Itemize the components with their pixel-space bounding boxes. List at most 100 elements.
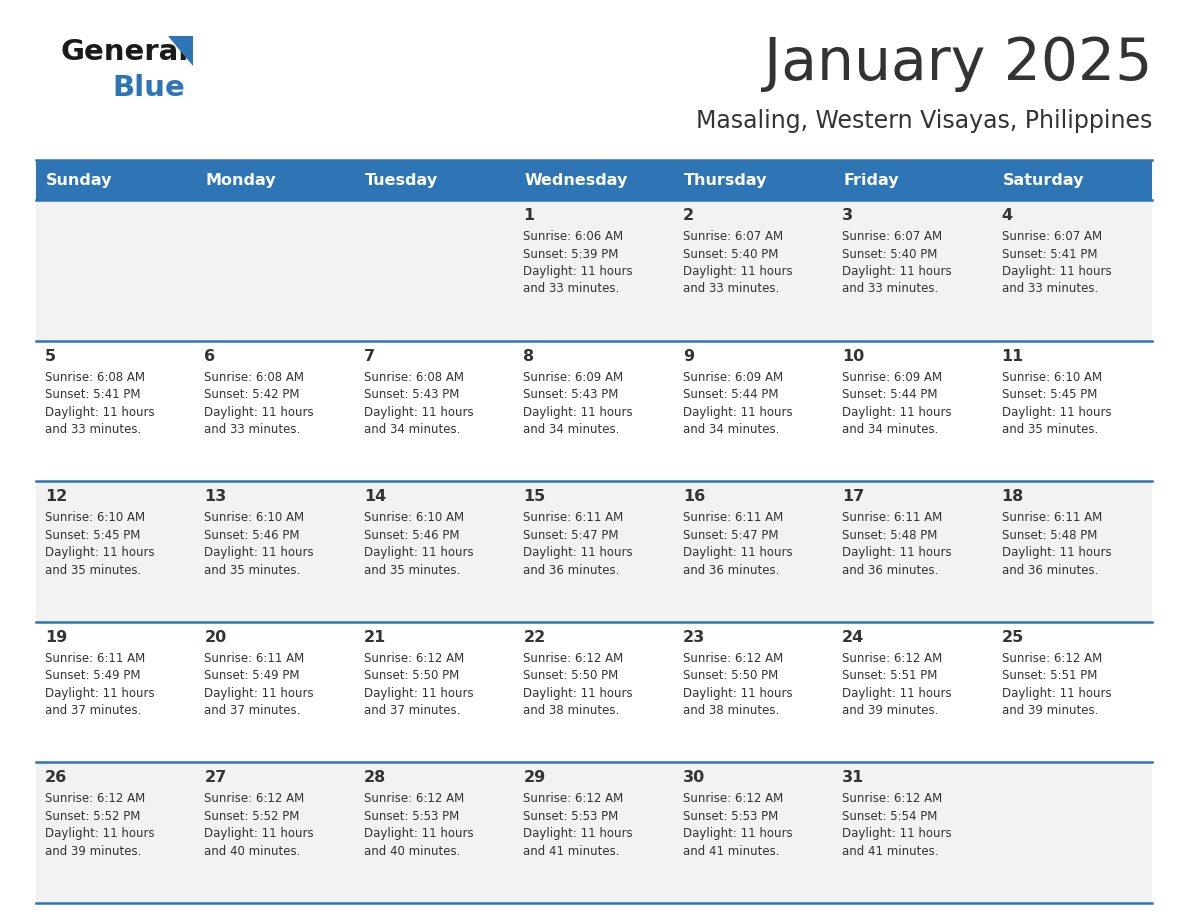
Text: 25: 25 [1001,630,1024,644]
Text: Blue: Blue [112,74,185,102]
Bar [833,160,992,200]
Bar [992,200,1152,341]
Text: Sunrise: 6:12 AM
Sunset: 5:54 PM
Daylight: 11 hours
and 41 minutes.: Sunrise: 6:12 AM Sunset: 5:54 PM Dayligh… [842,792,952,858]
Text: 3: 3 [842,208,853,223]
Text: Sunrise: 6:12 AM
Sunset: 5:53 PM
Daylight: 11 hours
and 40 minutes.: Sunrise: 6:12 AM Sunset: 5:53 PM Dayligh… [364,792,474,858]
Text: 26: 26 [45,770,68,786]
Bar [992,341,1152,481]
Text: 5: 5 [45,349,56,364]
Text: 28: 28 [364,770,386,786]
Text: Saturday: Saturday [1003,173,1085,187]
Bar [196,621,355,763]
Text: Wednesday: Wednesday [524,173,627,187]
Text: 11: 11 [1001,349,1024,364]
Text: Sunrise: 6:08 AM
Sunset: 5:42 PM
Daylight: 11 hours
and 33 minutes.: Sunrise: 6:08 AM Sunset: 5:42 PM Dayligh… [204,371,314,436]
Text: 27: 27 [204,770,227,786]
Polygon shape [168,36,192,66]
Bar [514,621,674,763]
Text: Sunrise: 6:07 AM
Sunset: 5:40 PM
Daylight: 11 hours
and 33 minutes.: Sunrise: 6:07 AM Sunset: 5:40 PM Dayligh… [842,230,952,296]
Text: 18: 18 [1001,489,1024,504]
Text: 22: 22 [523,630,545,644]
Text: Sunrise: 6:06 AM
Sunset: 5:39 PM
Daylight: 11 hours
and 33 minutes.: Sunrise: 6:06 AM Sunset: 5:39 PM Dayligh… [523,230,633,296]
Text: 31: 31 [842,770,865,786]
Bar [674,200,833,341]
Text: Sunrise: 6:12 AM
Sunset: 5:53 PM
Daylight: 11 hours
and 41 minutes.: Sunrise: 6:12 AM Sunset: 5:53 PM Dayligh… [523,792,633,858]
Text: 16: 16 [683,489,704,504]
Text: 29: 29 [523,770,545,786]
Text: 19: 19 [45,630,68,644]
Text: Sunrise: 6:10 AM
Sunset: 5:45 PM
Daylight: 11 hours
and 35 minutes.: Sunrise: 6:10 AM Sunset: 5:45 PM Dayligh… [1001,371,1111,436]
Text: 24: 24 [842,630,865,644]
Text: 9: 9 [683,349,694,364]
Text: Friday: Friday [843,173,899,187]
Text: 13: 13 [204,489,227,504]
Bar [833,200,992,341]
Text: January 2025: January 2025 [764,35,1152,92]
Bar [833,621,992,763]
Text: Sunrise: 6:12 AM
Sunset: 5:51 PM
Daylight: 11 hours
and 39 minutes.: Sunrise: 6:12 AM Sunset: 5:51 PM Dayligh… [842,652,952,717]
Text: Sunrise: 6:11 AM
Sunset: 5:47 PM
Daylight: 11 hours
and 36 minutes.: Sunrise: 6:11 AM Sunset: 5:47 PM Dayligh… [683,511,792,577]
Text: 1: 1 [523,208,535,223]
Text: Sunrise: 6:12 AM
Sunset: 5:50 PM
Daylight: 11 hours
and 38 minutes.: Sunrise: 6:12 AM Sunset: 5:50 PM Dayligh… [523,652,633,717]
Bar [514,200,674,341]
Bar [355,621,514,763]
Text: 4: 4 [1001,208,1012,223]
Bar [355,481,514,621]
Bar [833,763,992,903]
Text: Sunday: Sunday [46,173,113,187]
Bar [196,160,355,200]
Text: Sunrise: 6:10 AM
Sunset: 5:45 PM
Daylight: 11 hours
and 35 minutes.: Sunrise: 6:10 AM Sunset: 5:45 PM Dayligh… [45,511,154,577]
Bar [674,481,833,621]
Bar [36,763,196,903]
Text: 8: 8 [523,349,535,364]
Bar [355,160,514,200]
Text: Monday: Monday [206,173,276,187]
Text: Sunrise: 6:11 AM
Sunset: 5:49 PM
Daylight: 11 hours
and 37 minutes.: Sunrise: 6:11 AM Sunset: 5:49 PM Dayligh… [45,652,154,717]
Bar [674,160,833,200]
Bar [36,621,196,763]
Text: Sunrise: 6:12 AM
Sunset: 5:52 PM
Daylight: 11 hours
and 39 minutes.: Sunrise: 6:12 AM Sunset: 5:52 PM Dayligh… [45,792,154,858]
Text: Sunrise: 6:11 AM
Sunset: 5:47 PM
Daylight: 11 hours
and 36 minutes.: Sunrise: 6:11 AM Sunset: 5:47 PM Dayligh… [523,511,633,577]
Bar [514,160,674,200]
Text: 6: 6 [204,349,215,364]
Text: General: General [61,38,189,66]
Text: Sunrise: 6:11 AM
Sunset: 5:48 PM
Daylight: 11 hours
and 36 minutes.: Sunrise: 6:11 AM Sunset: 5:48 PM Dayligh… [1001,511,1111,577]
Text: 15: 15 [523,489,545,504]
Text: Sunrise: 6:12 AM
Sunset: 5:53 PM
Daylight: 11 hours
and 41 minutes.: Sunrise: 6:12 AM Sunset: 5:53 PM Dayligh… [683,792,792,858]
Text: Tuesday: Tuesday [365,173,438,187]
Bar [355,341,514,481]
Bar [674,621,833,763]
Text: Sunrise: 6:12 AM
Sunset: 5:51 PM
Daylight: 11 hours
and 39 minutes.: Sunrise: 6:12 AM Sunset: 5:51 PM Dayligh… [1001,652,1111,717]
Bar [36,341,196,481]
Text: Masaling, Western Visayas, Philippines: Masaling, Western Visayas, Philippines [696,109,1152,133]
Text: 21: 21 [364,630,386,644]
Bar [674,341,833,481]
Text: 7: 7 [364,349,375,364]
Bar [36,200,196,341]
Text: Sunrise: 6:11 AM
Sunset: 5:49 PM
Daylight: 11 hours
and 37 minutes.: Sunrise: 6:11 AM Sunset: 5:49 PM Dayligh… [204,652,314,717]
Text: Sunrise: 6:09 AM
Sunset: 5:44 PM
Daylight: 11 hours
and 34 minutes.: Sunrise: 6:09 AM Sunset: 5:44 PM Dayligh… [683,371,792,436]
Bar [992,481,1152,621]
Bar [36,160,196,200]
Text: Sunrise: 6:09 AM
Sunset: 5:44 PM
Daylight: 11 hours
and 34 minutes.: Sunrise: 6:09 AM Sunset: 5:44 PM Dayligh… [842,371,952,436]
Bar [833,341,992,481]
Bar [196,481,355,621]
Bar [36,481,196,621]
Text: 12: 12 [45,489,68,504]
Bar [992,763,1152,903]
Text: Sunrise: 6:12 AM
Sunset: 5:50 PM
Daylight: 11 hours
and 37 minutes.: Sunrise: 6:12 AM Sunset: 5:50 PM Dayligh… [364,652,474,717]
Text: Sunrise: 6:12 AM
Sunset: 5:50 PM
Daylight: 11 hours
and 38 minutes.: Sunrise: 6:12 AM Sunset: 5:50 PM Dayligh… [683,652,792,717]
Text: 17: 17 [842,489,865,504]
Bar [674,763,833,903]
Bar [833,481,992,621]
Text: 2: 2 [683,208,694,223]
Text: 10: 10 [842,349,865,364]
Bar [355,763,514,903]
Text: Sunrise: 6:07 AM
Sunset: 5:41 PM
Daylight: 11 hours
and 33 minutes.: Sunrise: 6:07 AM Sunset: 5:41 PM Dayligh… [1001,230,1111,296]
Bar [196,200,355,341]
Bar [514,341,674,481]
Bar [514,763,674,903]
Text: Sunrise: 6:08 AM
Sunset: 5:41 PM
Daylight: 11 hours
and 33 minutes.: Sunrise: 6:08 AM Sunset: 5:41 PM Dayligh… [45,371,154,436]
Text: Sunrise: 6:12 AM
Sunset: 5:52 PM
Daylight: 11 hours
and 40 minutes.: Sunrise: 6:12 AM Sunset: 5:52 PM Dayligh… [204,792,314,858]
Text: Sunrise: 6:10 AM
Sunset: 5:46 PM
Daylight: 11 hours
and 35 minutes.: Sunrise: 6:10 AM Sunset: 5:46 PM Dayligh… [204,511,314,577]
